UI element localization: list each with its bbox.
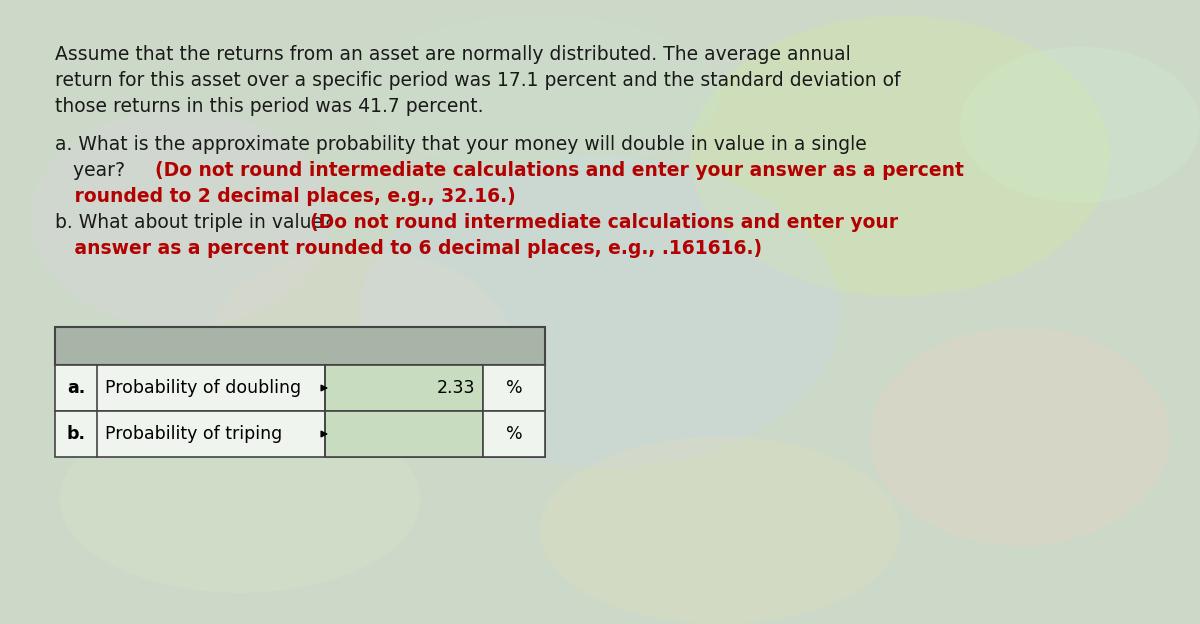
Text: b. What about triple in value?: b. What about triple in value? [55, 213, 340, 232]
Text: a.: a. [67, 379, 85, 397]
Bar [482, 365, 545, 411]
Ellipse shape [360, 16, 720, 172]
Text: return for this asset over a specific period was 17.1 percent and the standard d: return for this asset over a specific pe… [55, 71, 900, 90]
Bar [482, 411, 545, 457]
Text: (Do not round intermediate calculations and enter your: (Do not round intermediate calculations … [310, 213, 898, 232]
Ellipse shape [960, 47, 1200, 203]
Text: rounded to 2 decimal places, e.g., 32.16.): rounded to 2 decimal places, e.g., 32.16… [55, 187, 516, 206]
Text: answer as a percent rounded to 6 decimal places, e.g., .161616.): answer as a percent rounded to 6 decimal… [55, 239, 762, 258]
Text: %: % [505, 379, 522, 397]
Text: Assume that the returns from an asset are normally distributed. The average annu: Assume that the returns from an asset ar… [55, 45, 851, 64]
Bar [325, 365, 482, 411]
Ellipse shape [690, 16, 1110, 296]
Text: Probability of triping: Probability of triping [106, 425, 282, 443]
Text: (Do not round intermediate calculations and enter your answer as a percent: (Do not round intermediate calculations … [155, 161, 964, 180]
Ellipse shape [60, 406, 420, 593]
Ellipse shape [360, 156, 840, 468]
Bar [55, 411, 545, 457]
Text: b.: b. [66, 425, 85, 443]
Bar [55, 365, 545, 411]
Text: %: % [505, 425, 522, 443]
Text: year?: year? [55, 161, 131, 180]
Bar [55, 327, 545, 365]
Ellipse shape [870, 328, 1170, 546]
Text: Probability of doubling: Probability of doubling [106, 379, 301, 397]
Text: a. What is the approximate probability that your money will double in value in a: a. What is the approximate probability t… [55, 135, 866, 154]
Ellipse shape [30, 109, 330, 328]
Bar [325, 411, 482, 457]
Ellipse shape [540, 437, 900, 624]
Text: those returns in this period was 41.7 percent.: those returns in this period was 41.7 pe… [55, 97, 484, 116]
Text: 2.33: 2.33 [437, 379, 475, 397]
Ellipse shape [210, 250, 510, 437]
